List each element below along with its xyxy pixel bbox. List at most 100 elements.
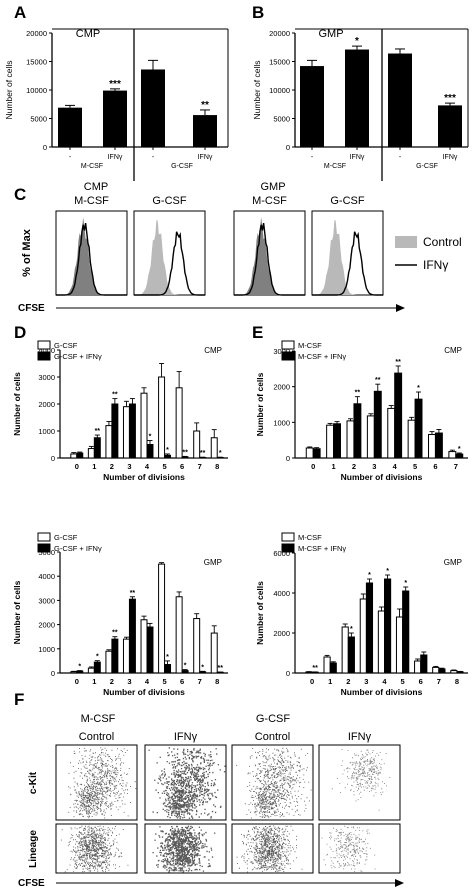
y-axis-label: Number of cells [255,581,265,645]
x-tick-label: 0 [75,677,79,686]
event-dots [236,825,303,873]
significance-mark: * [386,568,389,575]
significance-mark: *** [444,93,456,104]
bar-filled [76,670,84,674]
subplot-label: GMP [204,558,222,567]
significance-mark: ** [200,450,206,457]
bar-filled [455,453,464,459]
legend-label: G-CSF [54,341,78,350]
x-tick-label: 4 [393,462,398,471]
bar-filled [373,390,382,459]
significance-mark: ** [312,665,318,672]
x-tick-label: 0 [75,462,79,471]
bar-open [193,618,201,674]
histogram-title: G-CSF [152,195,187,207]
event-dots [236,747,312,819]
histogram-title: M-CSF [252,195,287,207]
bar-open [105,650,113,674]
ifn-histogram [234,222,305,296]
event-dots [60,825,129,873]
y-tick-label: 20000 [26,29,47,38]
x-tick-label: 8 [455,677,459,686]
bar-filled [164,454,172,459]
x-tick-label: 3 [127,677,131,686]
bar [141,69,165,147]
control-histogram [56,217,127,295]
y-tick-label: 1000 [38,645,55,654]
x-tick-label: 6 [180,462,184,471]
bar-filled [394,372,403,459]
x-tick-label: 1 [92,677,96,686]
x-tick-label: 7 [198,677,202,686]
significance-mark: ** [217,665,223,672]
bar [388,53,412,147]
x-tick-label: 4 [382,677,387,686]
significance-mark: ** [201,100,209,111]
bar [103,90,127,147]
bar-open [87,448,95,459]
legend-swatch-control [395,236,417,248]
y-tick-label: 1000 [38,427,55,436]
x-tick-label: 8 [215,462,219,471]
significance-mark: * [96,654,99,661]
legend-swatch [281,351,295,361]
bar-open [387,407,396,459]
bar-open [448,451,457,459]
significance-mark: * [219,450,222,457]
significance-mark: * [404,580,407,587]
x-tick-label: - [69,154,72,161]
bar-open [158,563,166,674]
significance-mark: ** [95,428,101,435]
x-tick-label: 6 [419,677,423,686]
bar-open [341,626,349,674]
significance-mark: ** [355,390,361,397]
legend-label: IFNγ [423,258,448,272]
x-axis-label: Number of divisions [103,687,185,697]
bar-filled [181,670,189,674]
event-dots [331,749,391,811]
event-dots [152,825,216,873]
bar-filled [329,662,337,674]
x-tick-label: 3 [372,462,376,471]
legend-label: G-CSF + IFNγ [54,544,102,553]
significance-mark: * [166,654,169,661]
bar-open [122,638,130,674]
ifn-histogram [312,231,383,296]
y-tick-label: 1000 [273,418,290,427]
column-title: IFNγ [174,731,198,743]
bar-open [346,420,355,459]
legend-label: M-CSF + IFNγ [298,544,346,553]
y-tick-label: 2000 [273,383,290,392]
ifn-histogram [56,222,127,296]
group-label: M-CSF [324,163,346,170]
dot-plot-events [148,747,226,819]
subplot-label: CMP [204,346,222,355]
y-tick-label: 0 [286,454,290,463]
significance-mark: ** [375,377,381,384]
bar-open [414,660,422,674]
bar-filled [353,403,362,459]
x-axis-label: Number of divisions [341,687,423,697]
bar-filled [333,423,341,459]
x-tick-label: 8 [215,677,219,686]
legend-swatch [37,543,51,553]
bar [438,105,462,147]
x-tick-label: 5 [162,677,166,686]
group-title: M-CSF [81,713,116,725]
y-tick-label: 6000 [273,549,290,558]
bar-filled [146,444,154,459]
x-tick-label: 7 [198,462,202,471]
control-histogram [312,219,383,295]
y-tick-label: 0 [51,454,55,463]
bar-open [193,430,201,459]
bar-open [432,666,440,674]
y-axis-label: Number of cells [12,372,22,436]
cfse-arrowhead [396,304,405,312]
x-tick-label: 0 [310,677,314,686]
x-tick-label: 5 [401,677,405,686]
y-tick-label: 4000 [273,589,290,598]
group-label: G-CSF [171,163,193,170]
subplot-label: GMP [444,558,462,567]
significance-mark: ** [182,449,188,456]
bar-open [305,671,313,674]
